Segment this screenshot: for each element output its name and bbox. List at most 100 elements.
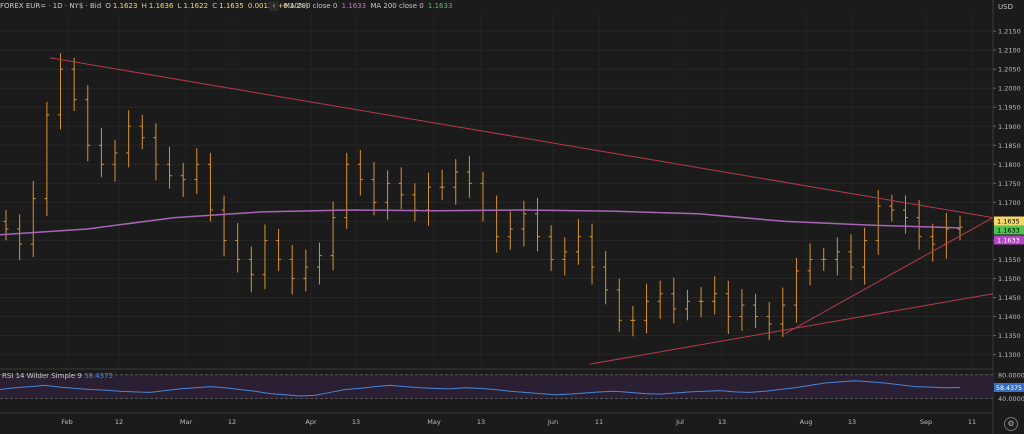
ohlc-bar	[357, 149, 363, 196]
ohlc-bar	[889, 194, 895, 222]
ohlc-bar	[684, 289, 690, 321]
ohlc-bar	[248, 246, 254, 293]
rsi-legend: RSI 14 Wilder Simple 9 58.4375	[2, 371, 113, 381]
ohlc-bar	[753, 293, 759, 328]
time-tick-label: 13	[848, 418, 856, 426]
ma-label-1: MA 200 close 0	[284, 2, 338, 10]
rsi-band	[0, 374, 993, 399]
ohlc-bar	[207, 152, 213, 222]
ohlc-bar	[644, 283, 650, 334]
ohlc-bar	[616, 278, 622, 332]
close-value: 1.1635	[219, 2, 244, 10]
trendline	[589, 293, 994, 365]
ohlc-bar	[589, 223, 595, 285]
ohlc-bar	[821, 248, 827, 271]
ohlc-bar	[194, 148, 200, 194]
ohlc-bar	[466, 155, 472, 198]
time-tick-label: 11	[968, 418, 976, 426]
ma-legend: MA 200 close 0 1.1633 MA 200 close 0 1.1…	[284, 0, 454, 13]
price-tick-label: 1.1750	[998, 180, 1021, 188]
ohlc-bar	[289, 244, 295, 295]
ohlc-bar	[453, 158, 459, 205]
rsi-tick-label: 80.0000	[998, 371, 1024, 379]
ohlc-bar	[521, 200, 527, 247]
ohlc-bar	[303, 249, 309, 292]
price-tick-label: 1.2000	[998, 85, 1021, 93]
ma-tag-green: 1.1633	[997, 227, 1020, 235]
price-tick-label: 1.1700	[998, 199, 1021, 207]
chevron-left-icon[interactable]: ‹	[269, 1, 279, 11]
ohlc-bar	[112, 139, 118, 182]
ohlc-bar	[153, 123, 159, 181]
ohlc-bar	[807, 243, 813, 286]
time-tick-label: Mar	[180, 418, 193, 426]
ohlc-bar	[180, 162, 186, 198]
ohlc-bar	[562, 237, 568, 276]
high-value: 1.1636	[148, 2, 174, 10]
ohlc-bar	[126, 110, 132, 168]
price-tick-label: 1.1500	[998, 275, 1021, 283]
ohlc-bar	[603, 251, 609, 305]
time-tick-label: Sep	[920, 418, 932, 426]
price-tick-label: 1.1800	[998, 161, 1021, 169]
ma-tag-purple-bg	[994, 235, 1024, 245]
price-tick-label: 1.1850	[998, 142, 1021, 150]
rsi-tick-label: 40.0000	[998, 395, 1024, 403]
rsi-label: RSI 14 Wilder Simple 9	[2, 372, 82, 380]
price-tick-label: 1.1900	[998, 123, 1021, 131]
ohlc-bar	[902, 195, 908, 234]
ohlc-bar	[862, 227, 868, 285]
ohlc-bar	[139, 114, 145, 150]
ohlc-bar	[98, 127, 104, 178]
close-label: C	[212, 2, 218, 10]
low-value: 1.1622	[183, 2, 209, 10]
trendline	[49, 57, 994, 219]
ohlc-bar	[17, 214, 23, 261]
ohlc-bar	[875, 190, 881, 255]
open-value: 1.1623	[112, 2, 138, 10]
rsi-value-tag-bg	[994, 383, 1024, 393]
ohlc-bar	[739, 289, 745, 331]
rsi-value: 58.4375	[84, 372, 114, 380]
chart-header: FOREX EUR= · 1D · NY$ · Bid O 1.1623 H 1.1…	[0, 0, 310, 13]
ohlc-bar	[548, 225, 554, 271]
ohlc-bar	[575, 219, 581, 265]
ohlc-bar	[167, 146, 173, 189]
ohlc-bar	[85, 85, 91, 162]
ohlc-bar	[262, 224, 268, 290]
ohlc-bar	[793, 257, 799, 323]
trendline	[784, 217, 994, 335]
price-tick-label: 1.1300	[998, 351, 1021, 359]
open-label: O	[105, 2, 111, 10]
price-axis-currency: USD	[998, 3, 1013, 11]
price-tick-label: 1.1350	[998, 332, 1021, 340]
ohlc-bar	[398, 167, 404, 210]
rsi-value-tag: 58.4375	[996, 385, 1022, 392]
price-tick-label: 1.1950	[998, 104, 1021, 112]
ohlc-bar	[535, 197, 541, 252]
ohlc-bar	[780, 287, 786, 338]
ohlc-bar	[30, 181, 36, 258]
ma-tag-green-bg	[994, 225, 1024, 235]
ohlc-bar	[71, 57, 77, 112]
ohlc-bar	[930, 223, 936, 262]
ma-label-2: MA 200 close 0	[370, 2, 424, 10]
ohlc-bar	[507, 211, 513, 250]
ohlc-bar	[3, 209, 9, 241]
ohlc-bar	[657, 280, 663, 319]
ohlc-bar	[425, 172, 431, 226]
time-tick-label: Aug	[800, 418, 813, 426]
time-tick-label: 13	[352, 418, 360, 426]
ohlc-bar	[916, 200, 922, 250]
gear-icon[interactable]: ⚙	[1004, 417, 1018, 431]
ohlc-bar	[834, 237, 840, 276]
ohlc-bar	[330, 201, 336, 271]
time-tick-label: Jun	[547, 418, 558, 426]
low-label: L	[177, 2, 182, 10]
ohlc-bar	[344, 152, 350, 230]
ohlc-bar	[385, 170, 391, 220]
ohlc-bar	[698, 286, 704, 318]
rsi-line	[0, 380, 961, 397]
ohlc-bar	[235, 222, 241, 273]
